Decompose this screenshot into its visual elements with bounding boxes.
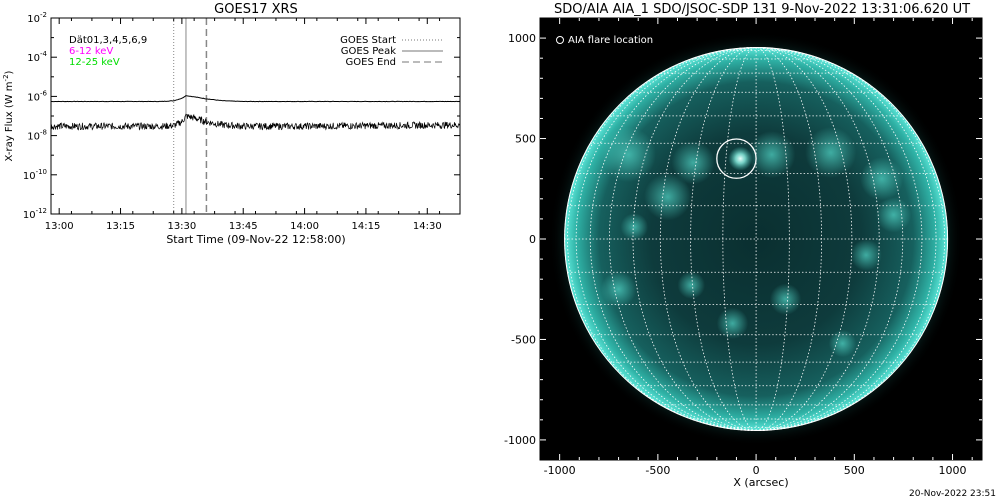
- series-line-6-12-kev: [51, 94, 460, 103]
- goes-y-tick-exp: -4: [40, 50, 48, 58]
- longitude-line: [722, 47, 757, 431]
- legend-flare-marker-icon: [556, 36, 564, 44]
- active-region-glow: [600, 127, 656, 183]
- goes-x-tick-label: 13:45: [229, 221, 258, 232]
- goes-y-tick-exp: -2: [40, 11, 47, 19]
- goes-plot-area: [51, 18, 460, 214]
- active-region-glow: [644, 173, 692, 221]
- goes-y-tick-label: 10-2: [27, 11, 47, 25]
- aia-y-tick-label: -500: [511, 333, 536, 346]
- active-region-glow: [805, 127, 857, 179]
- flare-location-marker: [716, 138, 757, 179]
- detector-label: Dät01,3,4,5,6,9: [69, 35, 147, 46]
- goes-x-tick-label: 13:15: [106, 221, 135, 232]
- goes-plot-frame: [50, 17, 461, 215]
- longitude-line: [589, 47, 757, 431]
- aia-y-tick-label: -1000: [504, 434, 536, 447]
- longitude-line: [756, 47, 937, 431]
- aia-x-ticks: -1000 -500 0 500 1000: [544, 18, 973, 477]
- solar-limb-outline: [564, 46, 949, 432]
- legend-goes-end: GOES End: [346, 57, 396, 68]
- goes-y-tick-exp: -12: [36, 207, 47, 215]
- active-region-glow: [769, 283, 802, 315]
- active-region-glow: [828, 329, 857, 358]
- goes-y-tick-label: 10-6: [27, 89, 47, 103]
- aia-x-tick-label: 0: [753, 464, 760, 477]
- longitude-line: [632, 47, 757, 431]
- goes-y-tick-label: 10-12: [23, 207, 47, 221]
- goes-x-tick-label: 14:30: [413, 221, 442, 232]
- aia-x-tick-label: 1000: [939, 464, 967, 477]
- active-region-glow: [671, 141, 715, 185]
- aia-x-tick-label: -1000: [544, 464, 576, 477]
- svg-text:X-ray Flux (W m-2): X-ray Flux (W m-2): [2, 70, 15, 161]
- goes-y-tick-base: 10: [27, 132, 40, 143]
- goes-y-tick-label: 10-10: [23, 168, 47, 182]
- aia-y-tick-label: 1000: [508, 32, 536, 45]
- goes-y-tick-base: 10: [27, 53, 40, 64]
- legend-series-12-25-kev: 12-25 keV: [69, 57, 120, 68]
- legend-goes-peak: GOES Peak: [341, 46, 396, 57]
- goes-y-tick-base: 10: [23, 171, 36, 182]
- aia-x-axis-label: X (arcsec): [733, 476, 788, 489]
- goes-x-tick-label: 14:15: [352, 221, 381, 232]
- legend-goes-start: GOES Start: [340, 35, 396, 46]
- goes-xrs-panel: GOES17 XRS X-ray Flux (W m-2) 10-210-410…: [2, 2, 461, 246]
- longitude-line: [690, 47, 757, 431]
- goes-ylabel-main: X-ray Flux (W m: [4, 81, 15, 161]
- longitude-line: [608, 47, 757, 431]
- aia-x-tick-label: -500: [645, 464, 670, 477]
- goes-y-tick-label: 10-4: [27, 50, 47, 64]
- goes-y-tick-label: 10-8: [27, 129, 47, 143]
- footer-timestamp: 20-Nov-2022 23:51: [909, 489, 996, 499]
- legend-series-6-12-kev: 6-12 keV: [69, 46, 113, 57]
- goes-y-tick-base: 10: [23, 210, 36, 221]
- longitude-line: [756, 47, 790, 431]
- event-legend: GOES Start GOES Peak GOES End: [340, 35, 443, 68]
- goes-y-axis-label: X-ray Flux (W m-2): [2, 70, 15, 161]
- longitude-line: [756, 47, 923, 431]
- goes-y-tick-exp: -10: [36, 168, 47, 176]
- aia-x-tick-label: 500: [844, 464, 865, 477]
- aia-y-tick-label: 500: [515, 133, 536, 146]
- goes-x-tick-label: 13:30: [167, 221, 196, 232]
- aia-solar-image: [549, 32, 963, 446]
- active-region-glow: [600, 271, 637, 307]
- goes-y-tick-base: 10: [27, 14, 40, 25]
- active-region-glow: [850, 239, 882, 271]
- goes-x-tick-label: 13:00: [45, 221, 74, 232]
- longitude-line: [567, 47, 757, 431]
- active-region-glow: [875, 197, 912, 233]
- goes-ylabel-tail: ): [4, 70, 15, 74]
- goes-y-tick-exp: -6: [40, 89, 48, 97]
- longitude-line: [659, 47, 757, 431]
- active-region-glow: [860, 157, 904, 201]
- aia-image-panel: SDO/AIA AIA_1 SDO/JSOC-SDP 131 9-Nov-202…: [504, 2, 983, 489]
- longitude-line: [756, 47, 904, 431]
- aia-image-title: SDO/AIA AIA_1 SDO/JSOC-SDP 131 9-Nov-202…: [554, 2, 970, 17]
- aia-legend: AIA flare location: [556, 35, 653, 46]
- active-region-glow: [748, 131, 796, 179]
- series-line-12-25-kev: [51, 113, 460, 131]
- active-region-glow: [716, 307, 749, 340]
- longitude-line: [756, 47, 853, 431]
- goes-ylabel-exponent: -2: [2, 74, 10, 81]
- longitude-line: [575, 47, 757, 431]
- longitude-line: [756, 47, 823, 431]
- aia-y-ticks: 1000 500 0 -500 -1000: [504, 32, 982, 447]
- active-region-glow: [620, 213, 649, 241]
- active-region-glow: [677, 271, 706, 299]
- goes-y-tick-exp: -8: [40, 129, 47, 137]
- legend-flare-location: AIA flare location: [568, 35, 653, 46]
- goes-chart-title: GOES17 XRS: [214, 2, 298, 17]
- longitude-line: [756, 47, 880, 431]
- goes-y-tick-base: 10: [27, 92, 40, 103]
- longitude-line: [756, 47, 946, 431]
- goes-x-tick-label: 14:00: [290, 221, 319, 232]
- goes-x-axis-label: Start Time (09-Nov-22 12:58:00): [166, 233, 345, 246]
- flare-bright-kernel: [728, 146, 753, 171]
- aia-y-tick-label: 0: [529, 233, 536, 246]
